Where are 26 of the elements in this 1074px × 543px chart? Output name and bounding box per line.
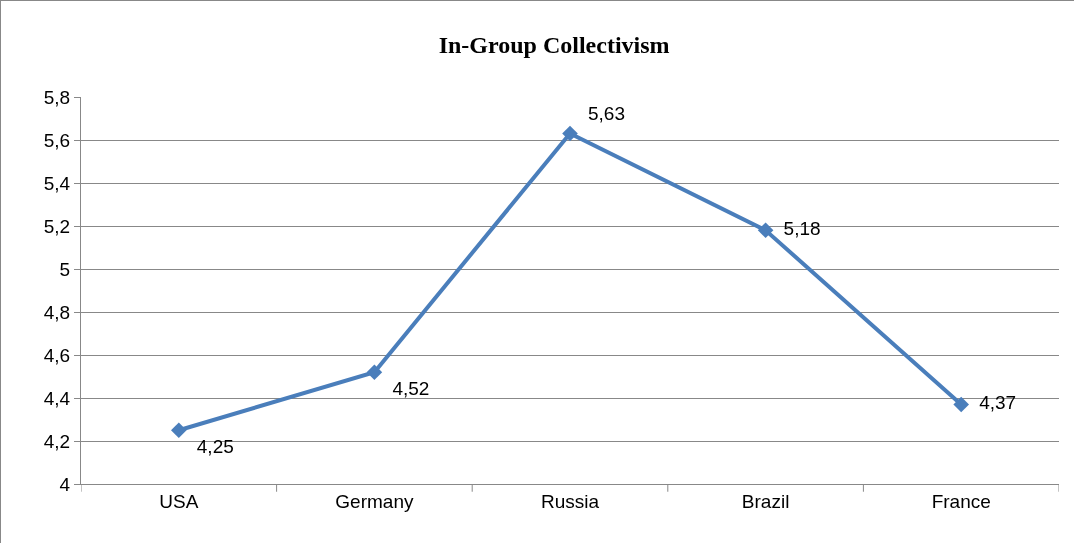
y-tick-label: 4,8 — [43, 301, 71, 323]
data-label: 4,52 — [382, 377, 439, 399]
y-tick-label: 4,2 — [43, 430, 71, 452]
x-tick-label: Brazil — [741, 490, 790, 512]
point — [757, 222, 774, 239]
y-tick-label: 4,6 — [43, 344, 71, 366]
x-tick-label: Russia — [540, 490, 600, 512]
point — [366, 364, 383, 380]
data-label: 4,25 — [187, 436, 244, 457]
y-tick-label: 4,4 — [43, 387, 71, 409]
x-tick-label: France — [931, 490, 991, 512]
x-tick-label: Germany — [335, 490, 414, 512]
y-tick-label: 5,2 — [43, 215, 71, 237]
data-label: 5,18 — [774, 218, 831, 240]
point — [171, 422, 187, 439]
x-tick-label: USA — [159, 490, 199, 512]
y-tick-label: 5 — [59, 258, 71, 280]
point — [953, 396, 969, 413]
y-tick-label: 4 — [59, 473, 71, 495]
chart-title: In-Group Collectivism — [438, 31, 670, 58]
data-label: 4,37 — [969, 392, 1026, 414]
y-tick-label: 5,8 — [43, 86, 71, 108]
y-tick-label: 5,4 — [43, 172, 71, 194]
point — [562, 125, 578, 142]
y-tick-label: 5,6 — [43, 129, 71, 151]
data-label: 5,63 — [578, 103, 635, 125]
